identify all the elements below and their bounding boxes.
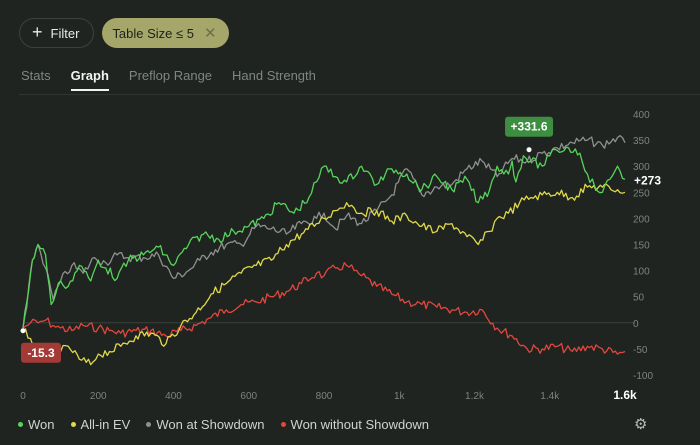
filter-button[interactable]: + Filter — [19, 18, 95, 48]
x-tick-label: 600 — [240, 391, 257, 402]
gear-icon[interactable]: ⚙ — [634, 416, 648, 433]
results-chart: 400 350 300 250 200 150 100 50 0 -50 -100 0 200 400 60… — [20, 110, 661, 402]
legend-item-won-at-showdown[interactable]: Won at Showdown — [146, 417, 265, 432]
x-tick-label: 1k — [394, 391, 406, 402]
series-line-all-in-ev — [22, 183, 626, 366]
y-tick-label: 250 — [633, 188, 650, 199]
active-filter-label: Table Size ≤ 5 — [112, 25, 194, 41]
x-tick-label: 200 — [90, 391, 107, 402]
peak-marker — [526, 147, 532, 153]
y-tick-label: 50 — [633, 293, 645, 304]
y-tick-label: 150 — [633, 241, 650, 252]
peak-label: +331.6 — [511, 120, 548, 134]
y-tick-label: 200 — [633, 214, 650, 225]
y-tick-label: 0 — [633, 319, 639, 330]
start-label: -15.3 — [27, 346, 55, 360]
y-tick-label: -50 — [633, 345, 648, 356]
tab-bar: Stats Graph Preflop Range Hand Strength — [21, 68, 316, 91]
legend-label: All-in EV — [80, 417, 131, 432]
series-line-won-at-showdown — [22, 134, 626, 329]
series-line-won-without-showdown — [22, 262, 626, 355]
tab-hand-strength[interactable]: Hand Strength — [232, 68, 316, 83]
filter-bar: + Filter Table Size ≤ 5 ✕ — [19, 18, 229, 48]
filter-label: Filter — [50, 25, 80, 41]
y-tick-label: 400 — [633, 110, 650, 121]
legend-label: Won without Showdown — [290, 417, 430, 432]
legend-label: Won — [28, 417, 55, 432]
legend-dot — [146, 422, 152, 427]
final-value-label: +273 — [634, 173, 661, 187]
x-tick-label: 1.6k — [613, 388, 637, 402]
legend-item-all-in-ev[interactable]: All-in EV — [70, 417, 131, 432]
tab-divider — [19, 94, 700, 95]
legend-dot — [280, 422, 286, 427]
series-line-won — [22, 146, 626, 329]
legend-item-won[interactable]: Won — [18, 417, 55, 432]
x-tick-label: 1.2k — [465, 391, 485, 402]
legend-label: Won at Showdown — [156, 417, 265, 432]
y-tick-label: 100 — [633, 267, 650, 278]
y-tick-label: -100 — [633, 371, 653, 382]
tab-graph[interactable]: Graph — [70, 68, 109, 91]
legend-dot — [18, 422, 23, 427]
y-tick-label: 300 — [633, 162, 650, 173]
peak-label-box — [505, 116, 554, 137]
active-filter-chip[interactable]: Table Size ≤ 5 ✕ — [102, 18, 229, 48]
x-tick-label: 800 — [316, 391, 333, 402]
chart-legend: Won All-in EV Won at Showdown Won withou… — [18, 417, 429, 432]
close-icon[interactable]: ✕ — [203, 25, 217, 42]
x-tick-label: 1.4k — [540, 391, 560, 402]
legend-item-won-without-showdown[interactable]: Won without Showdown — [280, 417, 430, 432]
start-marker — [20, 328, 26, 334]
tab-stats[interactable]: Stats — [21, 68, 51, 83]
plus-icon: + — [32, 22, 43, 42]
x-tick-label: 400 — [165, 391, 182, 402]
start-label-box — [21, 342, 61, 363]
legend-dot — [70, 422, 76, 427]
x-tick-label: 0 — [20, 391, 26, 402]
tab-preflop-range[interactable]: Preflop Range — [128, 68, 213, 83]
y-tick-label: 350 — [633, 136, 650, 147]
